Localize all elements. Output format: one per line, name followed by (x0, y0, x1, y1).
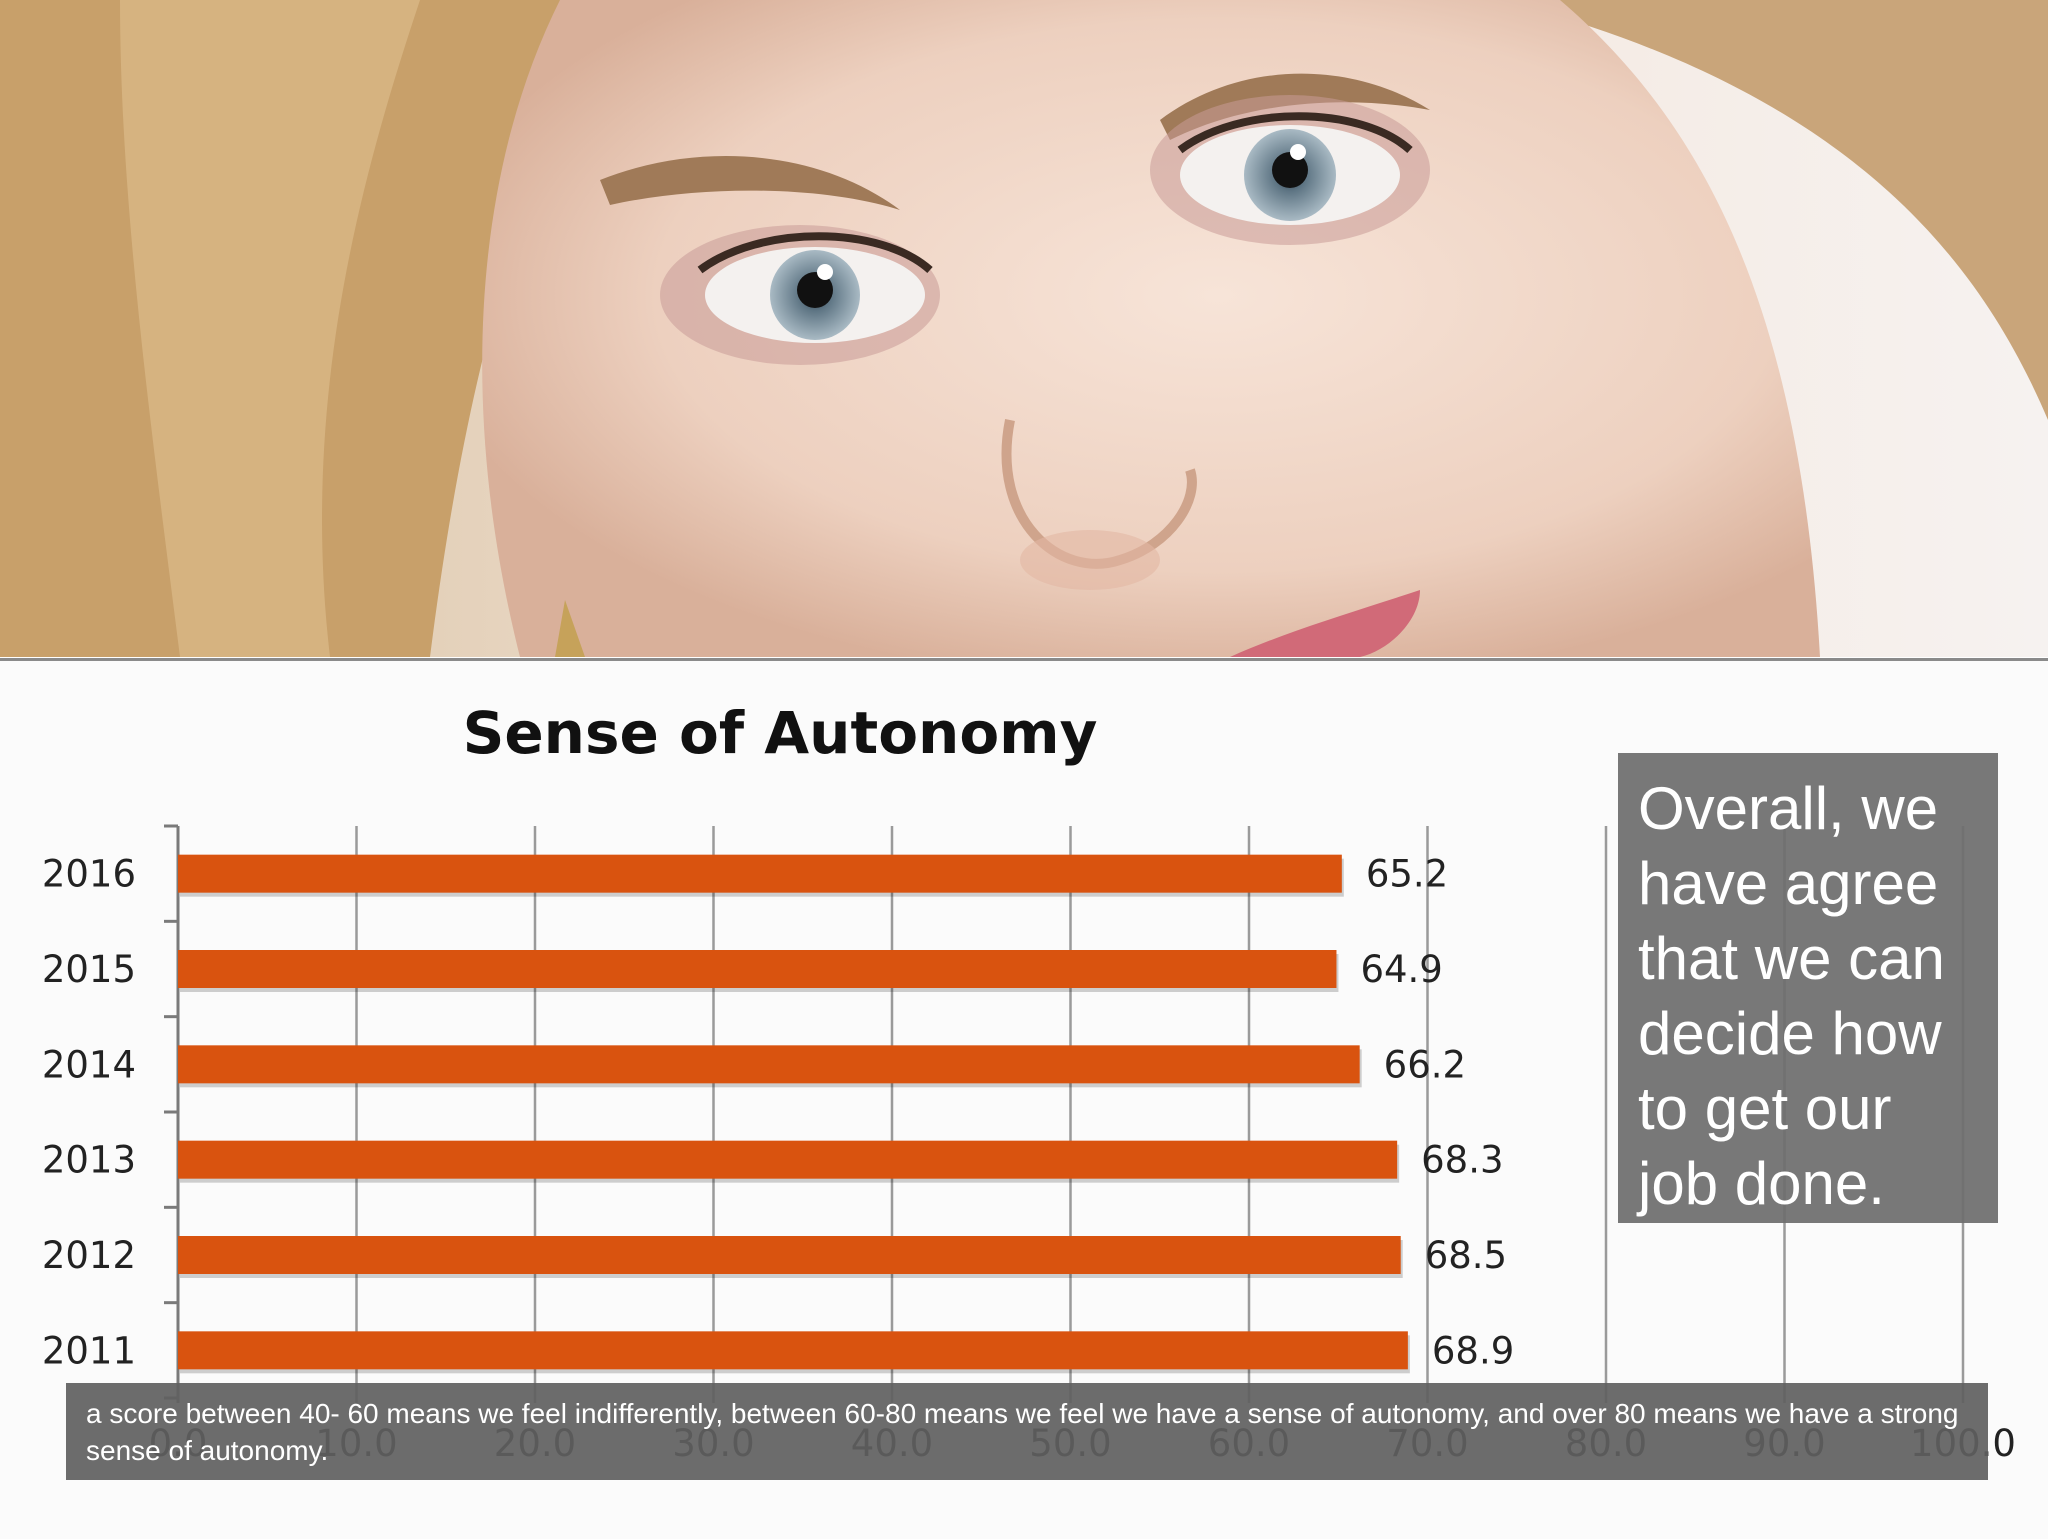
callout-box: Overall, we have agree that we can decid… (1618, 753, 1998, 1223)
chart-axes (164, 824, 180, 1403)
bar-2011 (178, 1331, 1408, 1370)
y-tick-label: 2016 (42, 853, 136, 896)
y-tick-label: 2012 (42, 1234, 136, 1277)
bar-2014 (178, 1045, 1360, 1084)
data-label: 68.9 (1432, 1329, 1514, 1372)
data-label: 64.9 (1360, 948, 1442, 991)
y-tick-label: 2014 (42, 1043, 136, 1086)
data-label: 65.2 (1366, 853, 1448, 896)
bar-2016 (178, 854, 1342, 893)
bar-2015 (178, 950, 1337, 988)
y-tick-label: 2015 (42, 948, 136, 991)
footnote-text: a score between 40- 60 means we feel ind… (86, 1398, 1959, 1466)
bar-2013 (178, 1140, 1398, 1179)
y-tick-label: 2013 (42, 1139, 136, 1182)
callout-text: Overall, we have agree that we can decid… (1638, 775, 1945, 1217)
footnote-box: a score between 40- 60 means we feel ind… (66, 1383, 1988, 1480)
y-tick-label: 2011 (42, 1329, 136, 1372)
chart-title: Sense of Autonomy (463, 699, 1098, 767)
data-label: 68.5 (1425, 1234, 1507, 1277)
data-label: 68.3 (1421, 1139, 1503, 1182)
portrait-photo (0, 0, 2048, 657)
bar-2012 (178, 1236, 1401, 1274)
portrait-illustration (0, 0, 2048, 657)
bar-chart: Sense of Autonomy 0.010.020.030.040.050.… (42, 699, 2016, 1465)
chart-bars (178, 854, 1410, 1374)
data-label: 66.2 (1384, 1043, 1466, 1086)
